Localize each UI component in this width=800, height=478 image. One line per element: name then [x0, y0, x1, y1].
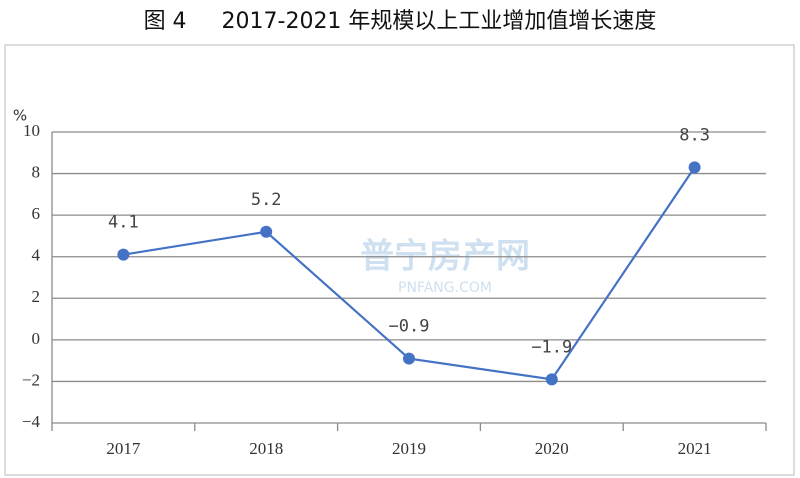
y-tick-label: 10 [23, 121, 40, 140]
y-tick-label: 0 [32, 329, 41, 348]
data-label: −1.9 [531, 337, 572, 357]
data-point [403, 352, 415, 365]
y-tick-label: −4 [22, 412, 41, 431]
y-tick-label: 4 [32, 246, 41, 265]
chart-title: 图 4 2017-2021 年规模以上工业增加值增长速度 [144, 9, 657, 34]
y-tick-label: 6 [32, 204, 41, 223]
y-axis-label: % [13, 107, 27, 125]
y-tick-label: 8 [32, 162, 41, 181]
data-point [688, 161, 701, 174]
x-tick-label: 2019 [392, 439, 426, 458]
x-tick-label: 2020 [535, 439, 569, 458]
data-label: 4.1 [108, 213, 139, 233]
data-point [117, 248, 130, 261]
data-point [545, 373, 558, 386]
y-tick-label: 2 [32, 287, 41, 306]
data-label: 5.2 [251, 190, 282, 210]
x-tick-label: 2017 [106, 439, 141, 458]
x-tick-label: 2018 [249, 439, 283, 458]
data-label: 8.3 [679, 125, 710, 145]
watermark: PNFANG.COM [398, 280, 492, 296]
x-tick-label: 2021 [678, 439, 712, 458]
data-label: −0.9 [389, 317, 430, 337]
chart-frame [4, 44, 795, 476]
y-tick-label: −2 [22, 370, 40, 389]
data-point [260, 225, 273, 238]
